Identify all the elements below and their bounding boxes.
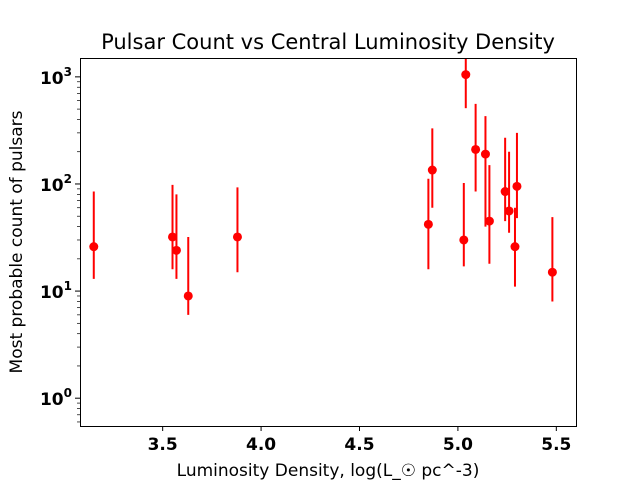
data-point [232,232,242,242]
data-point [471,144,481,154]
data-point [461,70,471,80]
x-ticks: 3.5 4.0 4.5 5.0 5.5 [148,426,571,455]
data-point [500,187,510,197]
x-axis-label: Luminosity Density, log(L_☉ pc^-3) [177,461,480,480]
data-point [504,206,514,216]
x-tick-label: 5.0 [443,435,473,455]
y-tick-label: 103 [40,65,72,89]
y-minor-ticks [77,81,80,423]
y-tick-label: 100 [40,386,72,410]
x-tick-label: 3.5 [148,435,178,455]
chart-title: Pulsar Count vs Central Luminosity Densi… [101,30,555,54]
data-point [423,219,433,229]
plot-frame [80,58,577,427]
x-tick-label: 4.5 [344,435,374,455]
data-point [183,291,193,301]
y-axis-label: Most probable count of pulsars [7,110,27,373]
data-point [459,235,469,245]
x-tick-label: 5.5 [541,435,571,455]
data-point [168,232,178,242]
data-point [547,267,557,277]
error-bars [92,58,554,315]
data-point [512,181,522,191]
data-markers [89,70,557,301]
data-point [427,165,437,175]
y-ticks: 100 101 102 103 [40,65,80,410]
data-point [171,245,181,255]
data-point [89,242,99,252]
x-tick-label: 4.0 [246,435,276,455]
data-point [510,242,520,252]
y-tick-label: 101 [40,279,72,303]
data-point [484,216,494,226]
data-point [480,149,490,159]
y-tick-label: 102 [40,172,72,196]
